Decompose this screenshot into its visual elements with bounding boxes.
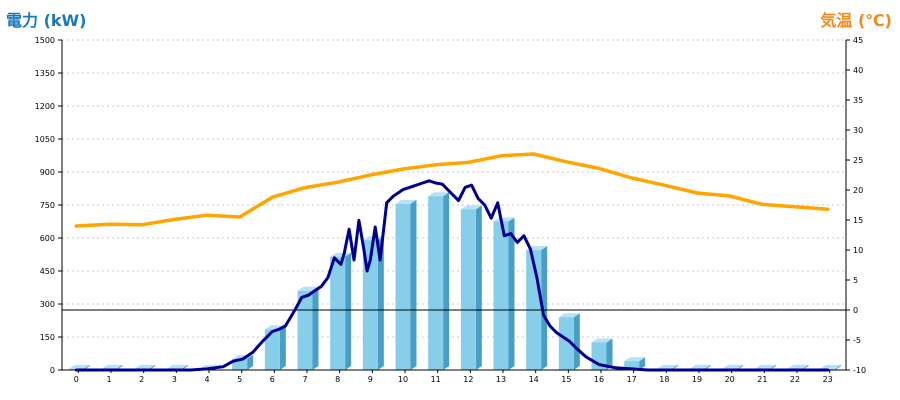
right-tick-label-6: 20 [853,186,863,195]
x-tick-label-6: 6 [270,375,275,384]
bar-side-8 [345,252,352,370]
bar-top-19 [689,364,711,369]
x-tick-label-13: 13 [496,375,506,384]
x-tick-label-5: 5 [237,375,242,384]
left-tick-label-2: 300 [40,300,55,309]
right-tick-label-0: -10 [853,366,866,375]
bar-9 [362,240,378,370]
bar-15 [558,317,574,370]
right-tick-label-5: 15 [853,216,863,225]
bar-top-18 [656,364,678,369]
x-tick-label-21: 21 [757,375,767,384]
bar-top-16 [591,338,613,343]
x-tick-label-10: 10 [398,375,408,384]
x-tick-label-22: 22 [790,375,800,384]
bar-side-6 [279,325,286,370]
bar-side-9 [377,236,384,370]
x-tick-label-16: 16 [594,375,604,384]
bar-top-1 [101,364,123,369]
bar-side-11 [443,192,450,370]
bar-top-2 [134,364,156,369]
x-tick-label-12: 12 [463,375,473,384]
bar-side-5 [247,355,254,370]
left-tick-label-7: 1050 [35,135,55,144]
bar-11 [428,196,444,370]
power-actual-line [74,179,830,372]
right-tick-label-9: 35 [853,96,863,105]
x-tick-label-19: 19 [692,375,702,384]
x-tick-label-7: 7 [302,375,307,384]
right-tick-label-1: -5 [853,336,861,345]
x-tick-label-2: 2 [139,375,144,384]
left-axis-title: 電力 (kW) [6,11,87,30]
x-tick-label-9: 9 [368,375,373,384]
bar-top-22 [787,364,809,369]
bar-side-14 [541,246,548,370]
left-tick-label-6: 900 [40,168,55,177]
x-tick-label-15: 15 [561,375,571,384]
bar-5 [232,359,248,370]
left-tick-label-0: 0 [50,366,55,375]
left-tick-label-8: 1200 [35,102,55,111]
bar-top-20 [722,364,744,369]
bar-side-23 [835,364,842,370]
bar-top-10 [395,199,417,204]
bar-side-12 [475,205,482,370]
left-tick-label-9: 1350 [35,69,55,78]
bar-10 [395,203,411,370]
right-tick-label-11: 45 [853,36,863,45]
x-tick-label-17: 17 [627,375,637,384]
bar-top-13 [493,217,515,222]
x-tick-label-1: 1 [106,375,111,384]
bar-side-13 [508,217,515,370]
x-tick-label-23: 23 [823,375,833,384]
bar-top-0 [68,364,90,369]
bar-top-12 [460,205,482,210]
x-tick-label-8: 8 [335,375,340,384]
left-tick-label-1: 150 [40,333,55,342]
bar-side-17 [639,357,646,370]
temperature-line [74,152,830,228]
bar-side-16 [606,338,613,370]
right-axis-title: 気温 (℃) [820,11,892,30]
bar-side-15 [573,313,580,370]
left-tick-label-5: 750 [40,201,55,210]
x-tick-label-3: 3 [172,375,177,384]
bar-top-23 [820,364,842,369]
bar-side-10 [410,199,417,370]
right-tick-label-4: 10 [853,246,863,255]
right-tick-label-3: 5 [853,276,858,285]
x-tick-label-0: 0 [74,375,79,384]
x-tick-label-4: 4 [204,375,209,384]
left-tick-label-4: 600 [40,234,55,243]
bar-6 [264,329,280,370]
bar-top-7 [297,286,319,291]
right-tick-label-10: 40 [853,66,863,75]
x-tick-label-18: 18 [659,375,669,384]
bar-8 [330,256,346,370]
bar-top-17 [624,357,646,362]
right-tick-label-8: 30 [853,126,863,135]
bar-7 [297,290,313,370]
bar-13 [493,221,509,370]
x-tick-label-14: 14 [529,375,539,384]
bar-top-3 [166,364,188,369]
bar-top-11 [428,192,450,197]
right-tick-label-7: 25 [853,156,863,165]
bar-12 [460,209,476,370]
bar-17 [624,361,640,370]
right-tick-label-2: 0 [853,306,858,315]
x-tick-label-20: 20 [725,375,735,384]
bar-top-15 [558,313,580,318]
x-tick-label-11: 11 [431,375,441,384]
bar-top-21 [754,364,776,369]
left-tick-label-3: 450 [40,267,55,276]
bar-side-7 [312,286,319,370]
left-tick-label-10: 1500 [35,36,55,45]
bar-top-8 [330,252,352,257]
